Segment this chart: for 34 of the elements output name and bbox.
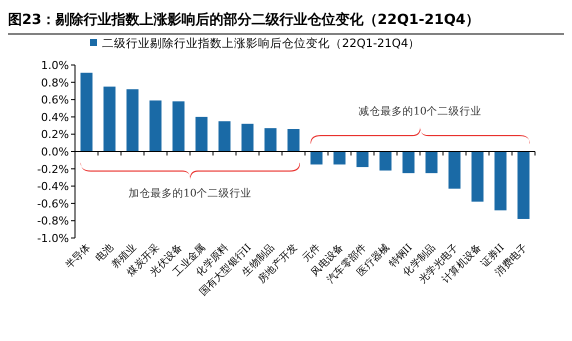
bar	[426, 152, 438, 174]
y-tick-label: -0.2%	[37, 162, 69, 176]
bar	[264, 128, 276, 152]
y-tick-label: 0.6%	[41, 94, 69, 107]
bar	[126, 89, 138, 152]
bar	[380, 152, 392, 171]
annotation: 减仓最多的10个二级行业	[358, 104, 482, 118]
bar	[356, 152, 368, 168]
bar	[518, 152, 530, 219]
y-tick-label: -0.8%	[37, 214, 69, 228]
y-tick-label: -0.6%	[37, 197, 69, 210]
y-tick-label: 0.8%	[41, 76, 69, 90]
bar	[334, 152, 346, 164]
legend-label: 二级行业剔除行业指数上涨影响后仓位变化（22Q1-21Q4）	[102, 36, 420, 50]
bar	[172, 101, 184, 152]
chart-title: 图23：剔除行业指数上涨影响后的部分二级行业仓位变化（22Q1-21Q4）	[8, 11, 480, 28]
bar	[310, 152, 322, 164]
y-tick-label: 0.2%	[41, 128, 69, 142]
bar	[80, 72, 92, 152]
bar	[218, 121, 230, 152]
annotation: 加仓最多的10个二级行业	[128, 186, 252, 200]
y-tick-label: 0.4%	[41, 110, 69, 124]
bar	[494, 152, 506, 210]
bar	[472, 152, 484, 202]
y-tick-label: 0.0%	[41, 146, 69, 158]
bar	[288, 129, 300, 152]
bar	[104, 86, 116, 152]
bar	[402, 152, 414, 174]
bar	[196, 116, 208, 152]
y-tick-label: 1.0%	[41, 59, 69, 72]
bar	[242, 124, 254, 152]
y-tick-label: -0.4%	[37, 180, 69, 194]
bar	[150, 100, 162, 152]
bar	[448, 152, 460, 189]
